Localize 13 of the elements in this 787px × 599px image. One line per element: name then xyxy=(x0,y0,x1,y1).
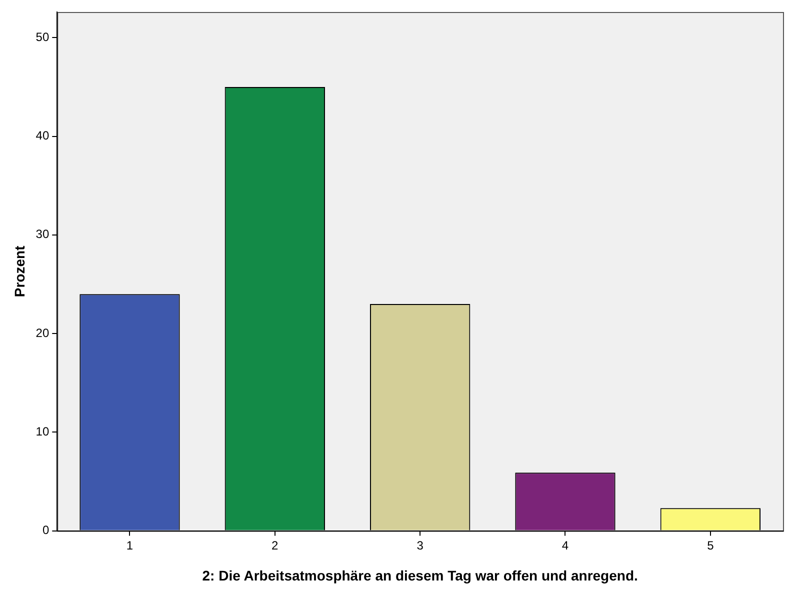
x-tick-label: 2 xyxy=(272,538,279,552)
y-tick-label: 30 xyxy=(36,227,50,242)
y-tick-label: 20 xyxy=(36,326,50,340)
x-tick-label: 3 xyxy=(416,538,424,552)
y-tick-label: 50 xyxy=(36,30,50,44)
x-tick-label: 4 xyxy=(562,538,569,552)
y-axis-title: Prozent xyxy=(11,245,28,298)
y-tick-label: 0 xyxy=(42,523,50,538)
x-tick-label: 1 xyxy=(126,538,134,552)
y-tick-label: 10 xyxy=(36,424,50,438)
y-tick-label: 40 xyxy=(36,128,50,143)
x-axis-title: 2: Die Arbeitsatmosphäre an diesem Tag war offen und anregend. xyxy=(202,567,638,584)
x-tick-label: 5 xyxy=(707,538,714,552)
